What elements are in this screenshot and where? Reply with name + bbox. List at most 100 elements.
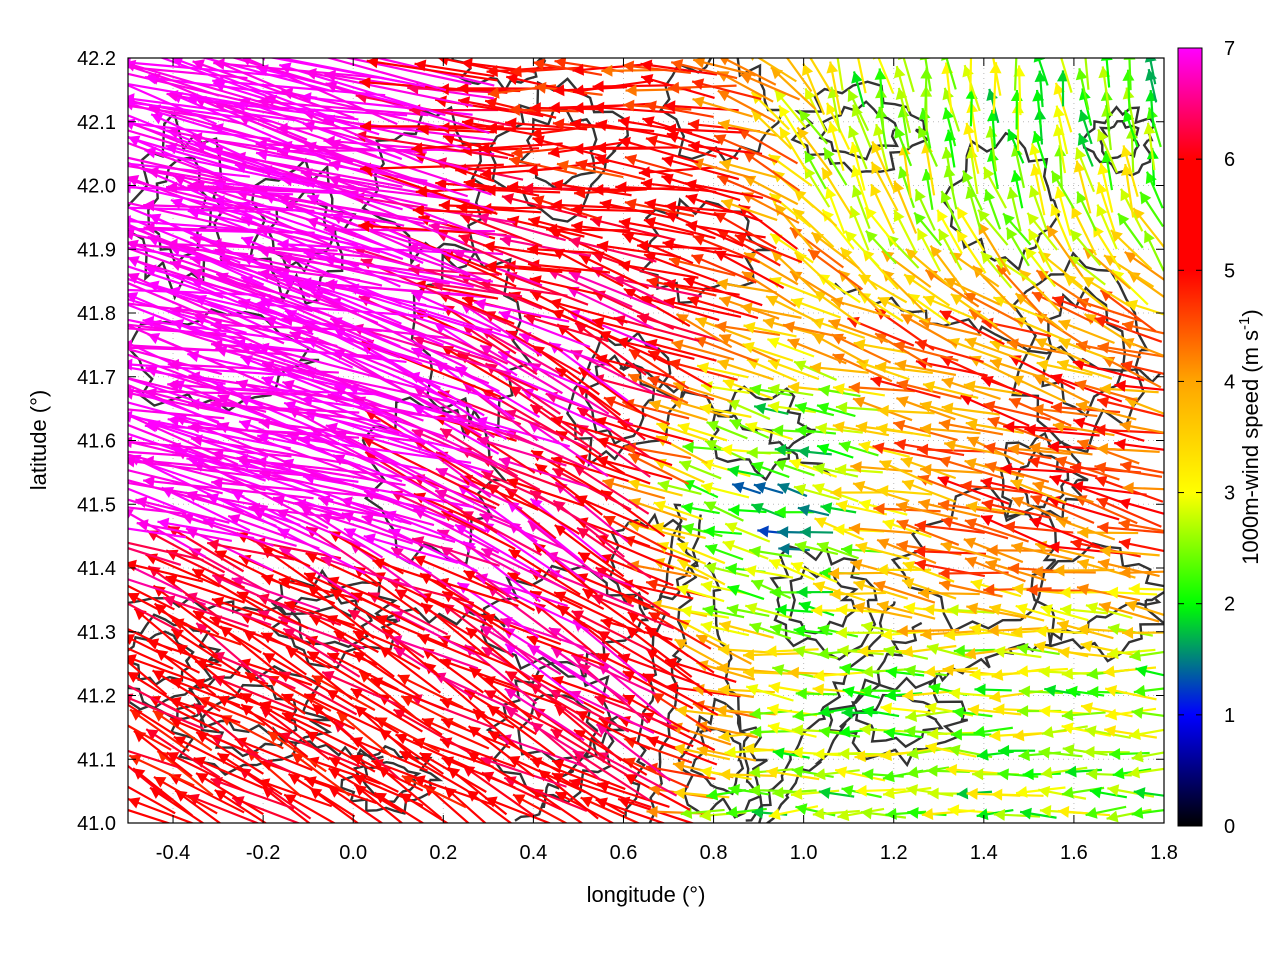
colorbar-gradient [1178,48,1202,826]
wind-arrow-head [78,87,90,99]
colorbar-tick-label: 1 [1224,705,1235,727]
x-tick-label: 0.6 [610,842,638,864]
wind-arrow-head [117,573,129,584]
wind-arrow-head [831,43,843,55]
colorbar-tick-label: 2 [1224,594,1235,616]
colorbar-label-end: ) [1238,309,1263,316]
wind-arrow-head [56,450,68,462]
colorbar: 0 1 2 3 4 5 6 7 1000m-wind speed (m s-1) [1178,38,1263,838]
wind-arrow-head [103,149,115,161]
wind-arrow-head [121,340,132,352]
wind-arrow-head [56,327,68,339]
wind-arrow-head [99,474,111,486]
wind-arrow-head [77,154,89,166]
wind-arrow-head [52,442,63,454]
wind-arrow-head [102,404,114,415]
wind-arrow-head [94,535,106,546]
colorbar-tick-label: 0 [1224,816,1235,838]
wind-arrow-head [110,647,122,659]
wind-arrow-head [99,670,112,681]
wind-arrow-head [120,385,131,397]
x-tick-label: 0.2 [429,842,457,864]
wind-arrow-head [281,42,293,54]
colorbar-tick-label: 6 [1224,149,1235,171]
x-tick-label: 0.4 [519,842,547,864]
wind-arrow-head [56,166,68,178]
wind-arrow-head [328,43,340,55]
wind-arrow-head [103,151,115,162]
wind-arrow-shaft [486,128,562,129]
y-tick-labels: 41.041.141.241.341.441.541.641.741.841.9… [77,48,116,835]
x-tick-label: 0.0 [339,842,367,864]
x-tick-label: 1.2 [880,842,908,864]
wind-arrow-head [121,436,132,448]
wind-arrow-head [60,397,72,408]
wind-arrow-head [97,283,108,295]
wind-arrow-head [80,95,92,106]
wind-arrow-head [114,493,126,504]
colorbar-tick-label: 5 [1224,260,1235,282]
wind-arrow-head [57,459,69,470]
wind-arrow-head [120,215,131,227]
wind-arrow-head [101,772,114,783]
wind-arrow-head [76,71,88,83]
wind-arrow-head [77,341,88,353]
y-tick-label: 41.7 [77,367,116,389]
wind-arrow-head [60,116,72,127]
wind-arrow-head [108,714,121,725]
y-tick-label: 41.4 [77,558,116,580]
wind-arrow-head [60,198,72,209]
colorbar-label-sup: -1 [1236,317,1253,330]
wind-arrow-head [1101,49,1113,60]
wind-arrow-head [99,222,110,234]
wind-arrow-head [61,253,73,264]
wind-arrow-head [79,283,91,295]
wind-arrow-head [59,93,71,104]
y-tick-label: 41.0 [77,813,116,835]
wind-arrow-head [120,181,131,193]
y-tick-label: 41.3 [77,622,116,644]
wind-arrow-head [121,359,132,371]
colorbar-tick-label: 4 [1224,371,1235,393]
colorbar-label-main: 1000m-wind speed (m s [1238,330,1263,565]
colorbar-tick-label: 3 [1224,483,1235,505]
y-tick-label: 41.1 [77,749,116,771]
x-tick-label: 1.6 [1060,842,1088,864]
colorbar-tick-label: 7 [1224,38,1235,60]
wind-arrow-head [304,45,316,57]
wind-arrow-head [58,241,70,252]
x-tick-label: 1.4 [970,842,998,864]
wind-arrow-head [1079,44,1091,56]
wind-arrow-head [57,150,69,162]
x-tick-label: 1.0 [790,842,818,864]
wind-arrow-head [100,589,113,600]
x-tick-label: 1.8 [1150,842,1178,864]
wind-arrow-head [116,537,128,549]
wind-arrow-head [965,41,977,52]
wind-arrow-head [78,261,90,272]
wind-arrow-head [802,44,813,57]
wind-arrow-head [194,43,206,55]
wind-arrow-head [1055,46,1067,58]
x-tick-label: 0.8 [700,842,728,864]
x-tick-label: -0.4 [156,842,190,864]
y-tick-label: 41.2 [77,686,116,708]
wind-arrow-head [105,332,118,343]
wind-arrow-head [105,213,117,224]
wind-arrow-head [1010,46,1022,57]
wind-arrow-head [97,201,108,213]
y-tick-label: 42.0 [77,176,116,198]
wind-arrow-head [851,42,863,54]
x-axis-label: longitude (°) [587,882,706,907]
y-tick-label: 41.5 [77,494,116,516]
wind-arrow-head [987,45,999,57]
y-tick-label: 41.6 [77,431,116,453]
wind-arrow-head [55,232,67,244]
colorbar-label: 1000m-wind speed (m s-1) [1236,309,1263,564]
wind-arrow-head [54,398,65,410]
y-tick-label: 42.2 [77,48,116,70]
wind-arrow-head [150,32,162,43]
y-tick-label: 41.9 [77,239,116,261]
